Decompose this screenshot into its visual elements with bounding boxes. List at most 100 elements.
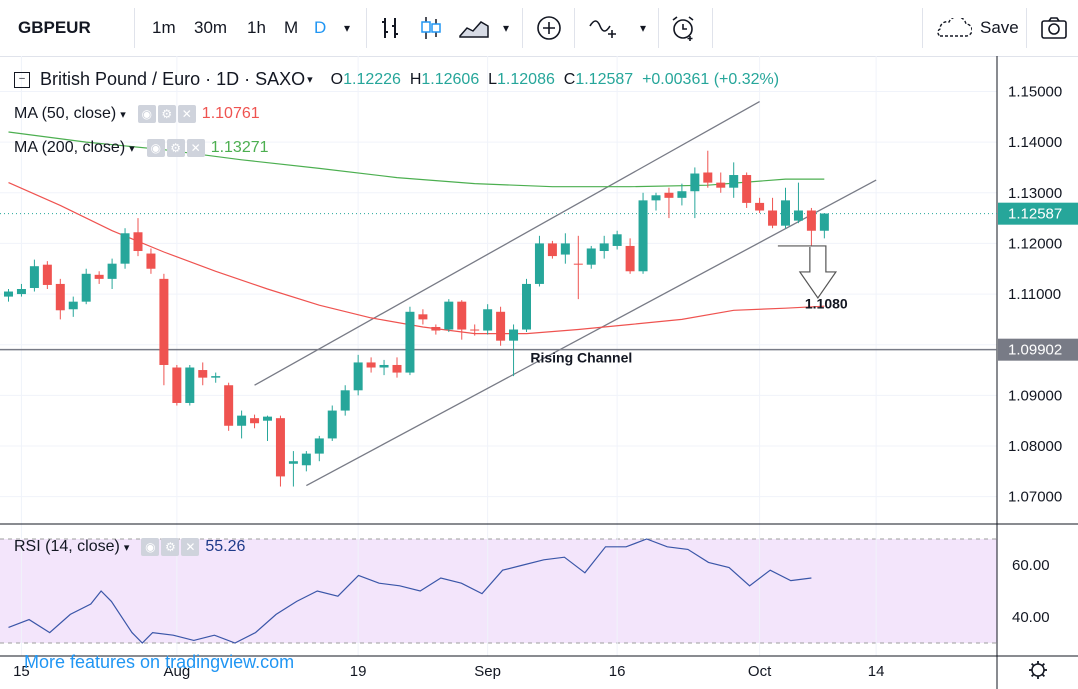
indicators-icon[interactable] bbox=[588, 0, 620, 56]
candle bbox=[755, 197, 765, 214]
candle-body bbox=[612, 234, 622, 246]
time-tick-label: 16 bbox=[609, 663, 626, 680]
price-tick-label: 1.07000 bbox=[1008, 489, 1062, 506]
divider bbox=[658, 8, 659, 48]
candle-body bbox=[340, 390, 350, 411]
series-title[interactable]: British Pound / Euro · 1D · SAXO bbox=[40, 69, 306, 89]
eye-icon[interactable]: ◉ bbox=[141, 538, 160, 556]
candle bbox=[250, 414, 260, 429]
collapse-icon[interactable]: – bbox=[14, 71, 30, 88]
chevron-down-icon[interactable]: ▾ bbox=[129, 142, 135, 155]
add-indicator-icon[interactable] bbox=[536, 0, 562, 56]
level-price-tag-label: 1.09902 bbox=[1008, 342, 1062, 359]
chevron-down-icon[interactable]: ▾ bbox=[120, 108, 126, 121]
candle-body bbox=[444, 301, 454, 330]
ma200-legend[interactable]: MA (200, close) ▾ ◉ ⚙ ✕ 1.13271 bbox=[14, 139, 269, 157]
alarm-clock-icon[interactable] bbox=[670, 0, 698, 56]
candles-icon[interactable] bbox=[420, 0, 442, 56]
candle-body bbox=[224, 385, 234, 426]
candle-body bbox=[586, 248, 596, 265]
candle-body bbox=[68, 301, 78, 310]
bar-chart-icon[interactable] bbox=[380, 0, 402, 56]
candle bbox=[327, 405, 337, 441]
time-tick-label: 19 bbox=[350, 663, 367, 680]
gear-icon[interactable]: ⚙ bbox=[161, 538, 180, 556]
chevron-down-icon[interactable]: ▾ bbox=[307, 74, 313, 86]
candle bbox=[625, 238, 635, 274]
watermark-link[interactable]: More features on tradingview.com bbox=[24, 652, 295, 672]
divider bbox=[574, 8, 575, 48]
gear-tooth bbox=[1041, 662, 1046, 667]
low-value: 1.12086 bbox=[497, 70, 555, 88]
divider bbox=[1026, 8, 1027, 48]
price-chart[interactable]: 1.1080 Rising Channel 1.15000 1.14000 1.1300… bbox=[0, 56, 1078, 689]
rsi-line bbox=[8, 538, 812, 644]
price-tick-label: 1.09000 bbox=[1008, 387, 1062, 404]
low-label: L bbox=[488, 70, 498, 88]
candle-body bbox=[107, 263, 117, 279]
candle-body bbox=[651, 195, 661, 201]
settings-gear-icon[interactable] bbox=[1031, 663, 1045, 677]
candle bbox=[185, 364, 195, 406]
candle-body bbox=[250, 418, 260, 424]
candle-body bbox=[379, 364, 389, 368]
candle bbox=[806, 207, 816, 252]
symbol-search[interactable]: GBPEUR bbox=[18, 18, 91, 37]
divider bbox=[522, 8, 523, 48]
ma200-controls: ◉ ⚙ ✕ bbox=[146, 139, 205, 157]
candle bbox=[405, 306, 415, 376]
interval-30m[interactable]: 30m bbox=[194, 18, 228, 37]
candle bbox=[301, 451, 311, 472]
gear-icon[interactable]: ⚙ bbox=[166, 139, 185, 157]
gear-icon[interactable]: ⚙ bbox=[157, 105, 176, 123]
chevron-down-icon[interactable]: ▾ bbox=[123, 541, 130, 554]
eye-icon[interactable]: ◉ bbox=[146, 139, 165, 157]
candle-body bbox=[353, 362, 363, 391]
candle bbox=[638, 192, 648, 274]
candle-body bbox=[120, 233, 130, 264]
camera-icon[interactable] bbox=[1040, 0, 1068, 56]
interval-1m[interactable]: 1m bbox=[152, 18, 176, 37]
chevron-down-icon[interactable]: ▾ bbox=[640, 21, 647, 35]
candle bbox=[819, 213, 829, 239]
candle-body bbox=[457, 301, 467, 330]
chevron-down-icon[interactable]: ▾ bbox=[503, 21, 510, 35]
candle bbox=[107, 258, 117, 289]
ma50-label[interactable]: MA (50, close) bbox=[14, 105, 117, 122]
candle bbox=[547, 240, 557, 259]
interval-1h[interactable]: 1h bbox=[247, 18, 266, 37]
rsi-label[interactable]: RSI (14, close) bbox=[14, 538, 120, 555]
chart-area[interactable]: 1.1080 Rising Channel 1.15000 1.14000 1.1300… bbox=[0, 56, 1078, 689]
rsi-legend[interactable]: RSI (14, close) ▾ ◉ ⚙ ✕ 55.26 bbox=[14, 538, 245, 556]
candle bbox=[651, 192, 661, 211]
candle-body bbox=[172, 367, 182, 403]
eye-icon[interactable]: ◉ bbox=[137, 105, 156, 123]
candle bbox=[522, 278, 531, 333]
ma50-line bbox=[8, 182, 825, 335]
high-value: 1.12606 bbox=[421, 70, 480, 88]
candle-body bbox=[768, 210, 778, 226]
close-icon[interactable]: ✕ bbox=[181, 538, 200, 556]
candle bbox=[237, 410, 247, 439]
candle bbox=[599, 235, 609, 259]
interval-month[interactable]: M bbox=[284, 18, 299, 37]
save-button[interactable]: Save bbox=[934, 0, 1019, 56]
interval-day[interactable]: D bbox=[314, 18, 327, 37]
candle bbox=[573, 235, 583, 300]
candle bbox=[729, 162, 739, 198]
close-value: 1.12587 bbox=[575, 70, 634, 88]
candle bbox=[172, 364, 182, 406]
ma50-legend[interactable]: MA (50, close) ▾ ◉ ⚙ ✕ 1.10761 bbox=[14, 105, 260, 123]
chevron-down-icon[interactable]: ▾ bbox=[344, 21, 351, 35]
close-icon[interactable]: ✕ bbox=[177, 105, 196, 123]
down-arrow-icon bbox=[777, 245, 838, 300]
area-chart-icon[interactable] bbox=[459, 0, 489, 56]
close-icon[interactable]: ✕ bbox=[186, 139, 205, 157]
candle bbox=[29, 259, 39, 292]
price-tick-label: 1.08000 bbox=[1008, 438, 1062, 455]
candle-body bbox=[327, 410, 337, 439]
ma200-label[interactable]: MA (200, close) bbox=[14, 139, 126, 156]
candle bbox=[509, 324, 519, 377]
candle-body bbox=[314, 438, 324, 454]
candle-body bbox=[288, 461, 298, 464]
